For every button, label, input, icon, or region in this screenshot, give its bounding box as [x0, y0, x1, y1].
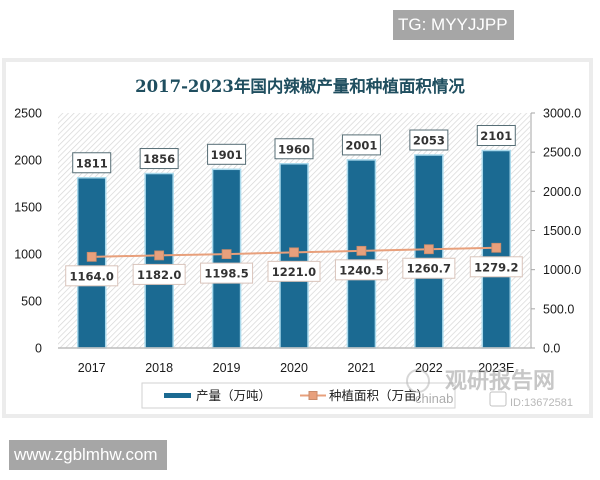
bar-value-label: 1856: [139, 148, 179, 170]
line-label-box: [267, 260, 321, 282]
watermark-logo: 观研报告网 chinab ID:13672581: [406, 369, 573, 409]
bar-label-box: [476, 125, 516, 147]
bar-label-box: [341, 134, 381, 156]
line-value-label: 1198.5: [200, 262, 254, 284]
x-axis-tick-label: 2023E: [478, 361, 514, 375]
line-label-text: 1221.0: [272, 265, 316, 279]
line-marker-square-icon: [154, 250, 165, 261]
bar-label-box: [72, 152, 112, 174]
line-label-text: 1182.0: [137, 268, 181, 282]
right-axis-tick-label: 0.0: [543, 342, 560, 356]
line-marker-square-icon: [221, 249, 232, 260]
line-marker-square-icon: [289, 247, 299, 258]
line-value-label: 1182.0: [132, 263, 186, 285]
right-y-axis: 0.0 500.0 1000.0 1500.0 2000.0 2500.0 3000.0: [530, 107, 581, 356]
right-axis-tick-label: 2000.0: [543, 185, 581, 199]
watermark-en-text: chinab: [415, 391, 453, 406]
bar-label-text: 1811: [76, 156, 108, 170]
x-axis: 2017 2018 2019 2020 2021 2022 2023E: [78, 361, 515, 375]
right-axis-tick-label: 500.0: [543, 302, 574, 316]
bar-2019: [211, 168, 242, 349]
line-label-box: [334, 259, 388, 281]
left-axis-tick-label: 1000: [14, 248, 42, 262]
line-label-text: 1198.5: [204, 267, 248, 281]
bar-label-box: [139, 148, 179, 170]
bar-label-text: 2001: [345, 138, 377, 152]
left-axis-tick-label: 2000: [14, 154, 42, 168]
line-value-label: 1279.2: [469, 256, 523, 278]
x-axis-tick-label: 2019: [213, 361, 241, 375]
legend-label-production: 产量（万吨）: [196, 388, 271, 403]
legend-bar-swatch-icon: [164, 393, 191, 398]
line-label-box: [132, 263, 186, 285]
plot-area: 0 500 1000 1500 2000 2500 0.0 500.0 1000.0 1500.0…: [14, 107, 581, 376]
x-axis-tick-label: 2022: [415, 361, 443, 375]
bar-value-label: 1960: [274, 138, 314, 160]
line-label-text: 1279.2: [474, 260, 518, 274]
bar-label-box: [207, 143, 247, 165]
line-value-label: 1260.7: [402, 257, 456, 279]
legend-box: [141, 382, 456, 409]
bar-label-box: [409, 129, 449, 151]
line-marker-square-icon: [423, 244, 434, 255]
line-value-label: 1240.5: [334, 259, 388, 281]
right-axis-tick-label: 3000.0: [543, 107, 581, 121]
left-y-axis: 0 500 1000 1500 2000 2500: [14, 107, 42, 356]
bar-2017: [76, 177, 107, 349]
bar-label-text: 2053: [413, 134, 445, 148]
line-label-box: [200, 262, 254, 284]
watermark-id-text: ID:13672581: [510, 397, 573, 409]
x-axis-tick-label: 2021: [348, 361, 376, 375]
left-axis-tick-label: 2500: [14, 107, 42, 121]
x-axis-tick-label: 2017: [78, 361, 106, 375]
bar-value-label: 1901: [207, 143, 247, 165]
bar-value-label: 2101: [476, 125, 516, 147]
data-labels: 1811 1856 1901 1960 2001 2053 2101 1164.0 1182.0…: [65, 125, 523, 287]
right-axis-tick-label: 1500.0: [543, 224, 581, 238]
watermark-swirl-icon: [406, 369, 430, 393]
x-axis-tick-label: 2020: [280, 361, 308, 375]
top-watermark-tag: TG: MYYJJPP: [393, 10, 514, 40]
bar-label-box: [274, 138, 314, 160]
chart-title: 2017-2023年国内辣椒产量和种植面积情况: [135, 76, 465, 96]
line-label-text: 1164.0: [70, 269, 114, 283]
line-value-label: 1221.0: [267, 260, 321, 282]
legend-label-area: 种植面积（万亩）: [329, 388, 429, 403]
bar-label-text: 1901: [211, 148, 243, 162]
x-axis-tick-label: 2018: [145, 361, 173, 375]
watermark-badge-icon: [489, 391, 507, 407]
line-marker-square-icon: [491, 242, 502, 253]
line-label-text: 1240.5: [339, 263, 383, 277]
line-series: [86, 242, 502, 262]
line-label-box: [469, 256, 523, 278]
line-value-label: 1164.0: [65, 265, 119, 287]
bar-2018: [144, 172, 174, 349]
line-marker-square-icon: [356, 245, 367, 256]
bar-value-label: 2053: [409, 129, 449, 151]
bar-value-label: 2001: [341, 134, 381, 156]
right-axis-tick-label: 1000.0: [543, 263, 581, 277]
line-label-text: 1260.7: [407, 262, 451, 276]
left-axis-tick-label: 500: [21, 295, 42, 309]
line-marker-square-icon: [86, 251, 97, 262]
bar-label-text: 2101: [480, 129, 512, 143]
right-axis-tick-label: 2500.0: [543, 146, 581, 160]
bottom-watermark-url: www.zgblmhw.com: [9, 440, 167, 470]
watermark-cn-text: 观研报告网: [445, 369, 555, 394]
legend-square-marker-icon: [308, 391, 318, 400]
bar-label-text: 1856: [143, 152, 175, 166]
bar-value-label: 1811: [72, 152, 112, 174]
left-axis-tick-label: 1500: [14, 201, 42, 215]
line-label-box: [402, 257, 456, 279]
line-label-box: [65, 265, 119, 287]
chart-legend: 产量（万吨） 种植面积（万亩）: [141, 382, 456, 409]
bar-label-text: 1960: [278, 142, 310, 156]
left-axis-tick-label: 0: [35, 342, 42, 356]
